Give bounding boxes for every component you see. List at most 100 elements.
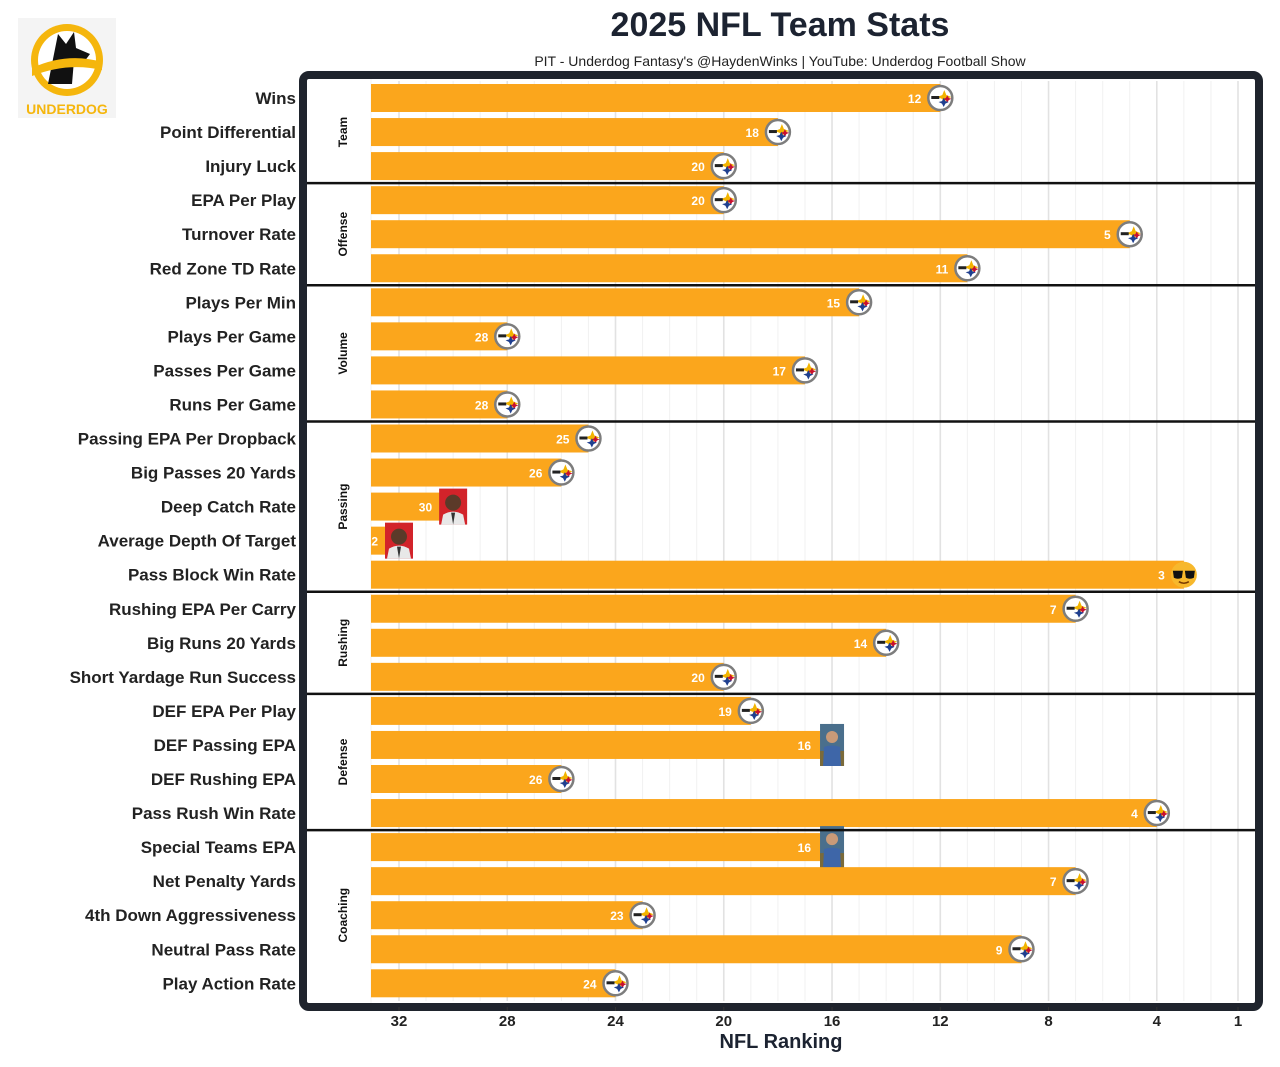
coach-photo-icon: [820, 723, 845, 766]
category-label: Point Differential: [160, 123, 296, 142]
value-label: 24: [583, 977, 597, 991]
value-label: 28: [475, 330, 489, 344]
steelers-helmet-icon: [845, 289, 873, 316]
bar: [371, 288, 860, 317]
bar: [371, 118, 778, 147]
value-label: 26: [529, 467, 543, 481]
value-label: 32: [365, 535, 379, 549]
value-label: 16: [798, 841, 812, 855]
bar: [371, 186, 724, 215]
bar: [371, 152, 724, 181]
group-label: Passing: [336, 484, 350, 530]
steelers-helmet-icon: [791, 357, 819, 384]
value-label: 20: [691, 671, 705, 685]
bar: [371, 696, 751, 725]
bar: [371, 84, 941, 112]
steelers-helmet-icon: [954, 255, 981, 282]
value-label: 20: [691, 194, 705, 208]
chart-subtitle: PIT - Underdog Fantasy's @HaydenWinks | …: [534, 53, 1026, 69]
category-label: Play Action Rate: [162, 974, 296, 993]
category-label: Passes Per Game: [153, 361, 296, 380]
value-label: 16: [798, 739, 812, 753]
value-label: 7: [1050, 875, 1057, 889]
x-tick-label: 28: [499, 1013, 516, 1030]
category-label: Plays Per Min: [185, 293, 296, 312]
steelers-helmet-icon: [927, 84, 954, 112]
underdog-logo: UNDERDOG: [18, 18, 116, 118]
steelers-helmet-icon: [710, 152, 738, 180]
category-label: Red Zone TD Rate: [150, 259, 296, 278]
category-label: Injury Luck: [205, 157, 296, 176]
value-label: 20: [691, 160, 705, 174]
bar: [371, 390, 508, 419]
steelers-helmet-icon: [1143, 799, 1171, 827]
x-tick-label: 8: [1044, 1013, 1052, 1030]
bar: [371, 662, 724, 691]
bar: [371, 799, 1157, 828]
category-label: DEF Passing EPA: [154, 736, 296, 755]
steelers-helmet-icon: [548, 459, 575, 486]
category-label: EPA Per Play: [191, 191, 296, 210]
bar: [371, 560, 1184, 589]
value-label: 28: [475, 398, 489, 412]
category-label: Special Teams EPA: [141, 838, 296, 857]
value-label: 18: [746, 126, 760, 140]
category-label: Passing EPA Per Dropback: [78, 430, 297, 449]
group-label: Rushing: [336, 619, 350, 667]
steelers-helmet-icon: [575, 425, 602, 452]
steelers-helmet-icon: [1116, 220, 1143, 248]
steelers-helmet-icon: [1062, 595, 1089, 622]
steelers-helmet-icon: [494, 391, 521, 418]
steelers-helmet-icon: [764, 118, 792, 146]
steelers-helmet-icon: [710, 663, 738, 691]
steelers-helmet-icon: [872, 629, 900, 657]
plot-frame: [299, 71, 1263, 1011]
value-label: 4: [1131, 807, 1138, 821]
bar: [371, 935, 1022, 964]
steelers-helmet-icon: [602, 970, 629, 997]
chart-title: 2025 NFL Team Stats: [610, 6, 950, 44]
category-label: Runs Per Game: [169, 395, 296, 414]
bar: [371, 833, 833, 862]
x-tick-label: 20: [715, 1013, 732, 1030]
value-label: 30: [419, 501, 433, 515]
bar: [371, 424, 589, 453]
x-tick-label: 4: [1153, 1013, 1162, 1030]
value-label: 19: [718, 705, 732, 719]
category-label: Neutral Pass Rate: [151, 940, 296, 959]
steelers-helmet-icon: [737, 697, 765, 725]
category-label: Turnover Rate: [182, 225, 296, 244]
steelers-helmet-icon: [710, 186, 738, 214]
bar: [371, 730, 833, 759]
player-photo-icon: [439, 488, 468, 525]
value-label: 7: [1050, 603, 1057, 617]
value-label: 17: [773, 364, 787, 378]
category-label: Rushing EPA Per Carry: [109, 600, 297, 619]
group-label: Defense: [336, 738, 350, 785]
bar: [371, 220, 1130, 249]
value-label: 26: [529, 773, 543, 787]
value-label: 25: [556, 433, 570, 447]
category-label: DEF Rushing EPA: [151, 770, 296, 789]
category-label: Pass Rush Win Rate: [132, 804, 296, 823]
category-label: Pass Block Win Rate: [128, 566, 296, 585]
group-label: Coaching: [336, 888, 350, 943]
bar: [371, 867, 1076, 896]
category-label: Net Penalty Yards: [153, 872, 296, 891]
bar: [371, 901, 643, 930]
category-label: 4th Down Aggressiveness: [85, 906, 296, 925]
bar: [371, 765, 562, 793]
value-label: 5: [1104, 228, 1111, 242]
x-tick-label: 24: [607, 1013, 624, 1030]
bar: [371, 628, 887, 657]
coach-photo-icon: [820, 826, 845, 869]
logo-wordmark: UNDERDOG: [26, 101, 108, 117]
category-label: DEF EPA Per Play: [152, 702, 296, 721]
category-label: Average Depth Of Target: [98, 532, 297, 551]
value-label: 9: [996, 943, 1003, 957]
steelers-helmet-icon: [1008, 936, 1035, 963]
value-label: 14: [854, 637, 868, 651]
value-label: 12: [908, 92, 922, 106]
sunglasses-emoji-icon: [1170, 561, 1197, 588]
bar: [371, 322, 508, 351]
